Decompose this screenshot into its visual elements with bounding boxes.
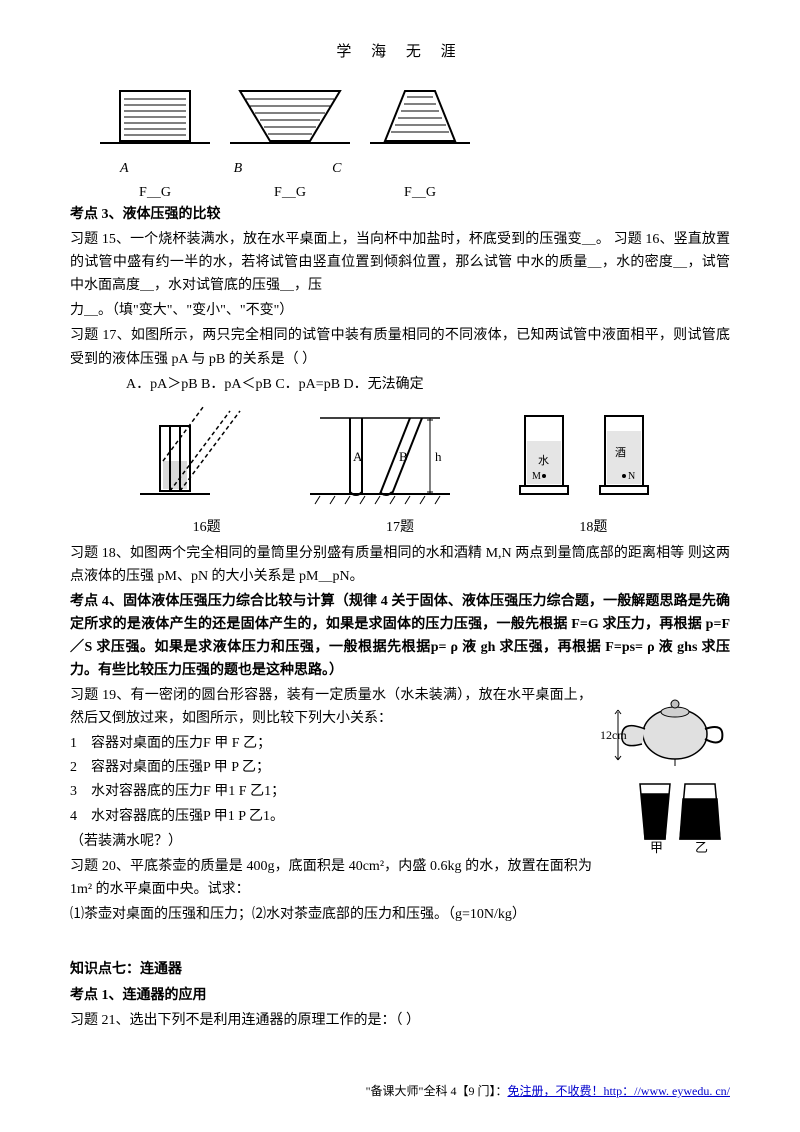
q18: 习题 18、如图两个完全相同的量筒里分别盛有质量相同的水和酒精 M,N 两点到量… [70,542,730,588]
svg-text:N: N [628,471,635,482]
cap-18: 18题 [579,516,607,536]
footer-link[interactable]: 免注册，不收费！http：//www. eywedu. cn/ [507,1084,730,1098]
label-a: A [120,161,129,177]
footer-text: "备课大师"全科 4【9 门】： [366,1084,508,1098]
q15: 习题 15、一个烧杯装满水，放在水平桌面上，当向杯中加盐时，杯底受到的压强变＿。… [70,228,730,297]
label-b: B [234,161,243,177]
fig-17: A B h [310,406,450,511]
teapot-figure: 12cm 甲 乙 [600,684,730,859]
vessel-b [230,81,350,156]
q15b: 力＿。（填"变大"、"变小"、"不变"） [70,299,730,322]
fig-18: 水 M 酒 N [510,406,660,511]
kd3-title: 考点 3、液体压强的比较 [70,203,730,226]
page-header: 学 海 无 涯 [70,40,730,61]
svg-text:A: A [353,449,363,464]
q17-options: A．pA＞pB B．pA＜pB C．pA=pB D．无法确定 [126,373,730,396]
experiment-figures: A B h 水 M [70,406,730,511]
svg-text:酒: 酒 [615,446,626,459]
kd7-title: 知识点七：连通器 [70,958,730,981]
svg-text:水: 水 [538,454,549,467]
page-footer: "备课大师"全科 4【9 门】：免注册，不收费！http：//www. eywe… [70,1082,730,1099]
fg-labels: F＿G F＿G F＿G [100,181,730,201]
cap-16: 16题 [193,516,221,536]
fg-c: F＿G [370,181,470,201]
vessel-a [100,81,210,156]
kd7-sub: 考点 1、连通器的应用 [70,984,730,1007]
q21: 习题 21、选出下列不是利用连通器的原理工作的是：（ ） [70,1009,730,1032]
fg-b: F＿G [230,181,350,201]
svg-text:乙: 乙 [695,840,708,854]
label-c: C [332,161,341,177]
kd4-title: 考点 4、固体液体压强压力综合比较与计算（规律 4 关于固体、液体压强压力综合题… [70,590,730,682]
fg-a: F＿G [100,181,210,201]
q20b: ⑴茶壶对桌面的压强和压力；⑵水对茶壶底部的压力和压强。（g=10N/kg） [70,903,730,926]
svg-text:M: M [532,471,541,482]
q20a: 习题 20、平底茶壶的质量是 400g，底面积是 40cm²，内盛 0.6kg … [70,855,730,901]
cap-17: 17题 [386,516,414,536]
teapot-label: 12cm [600,728,627,742]
vessel-c [370,81,470,156]
svg-text:h: h [435,449,442,464]
svg-text:甲: 甲 [650,840,663,854]
fig-16 [140,406,250,511]
q17: 习题 17、如图所示，两只完全相同的试管中装有质量相同的不同液体，已知两试管中液… [70,324,730,370]
fig-captions: 16题 17题 18题 [110,516,690,536]
vessel-figure-row [100,81,730,156]
svg-text:B: B [399,449,408,464]
abc-labels: A B C [120,161,730,177]
